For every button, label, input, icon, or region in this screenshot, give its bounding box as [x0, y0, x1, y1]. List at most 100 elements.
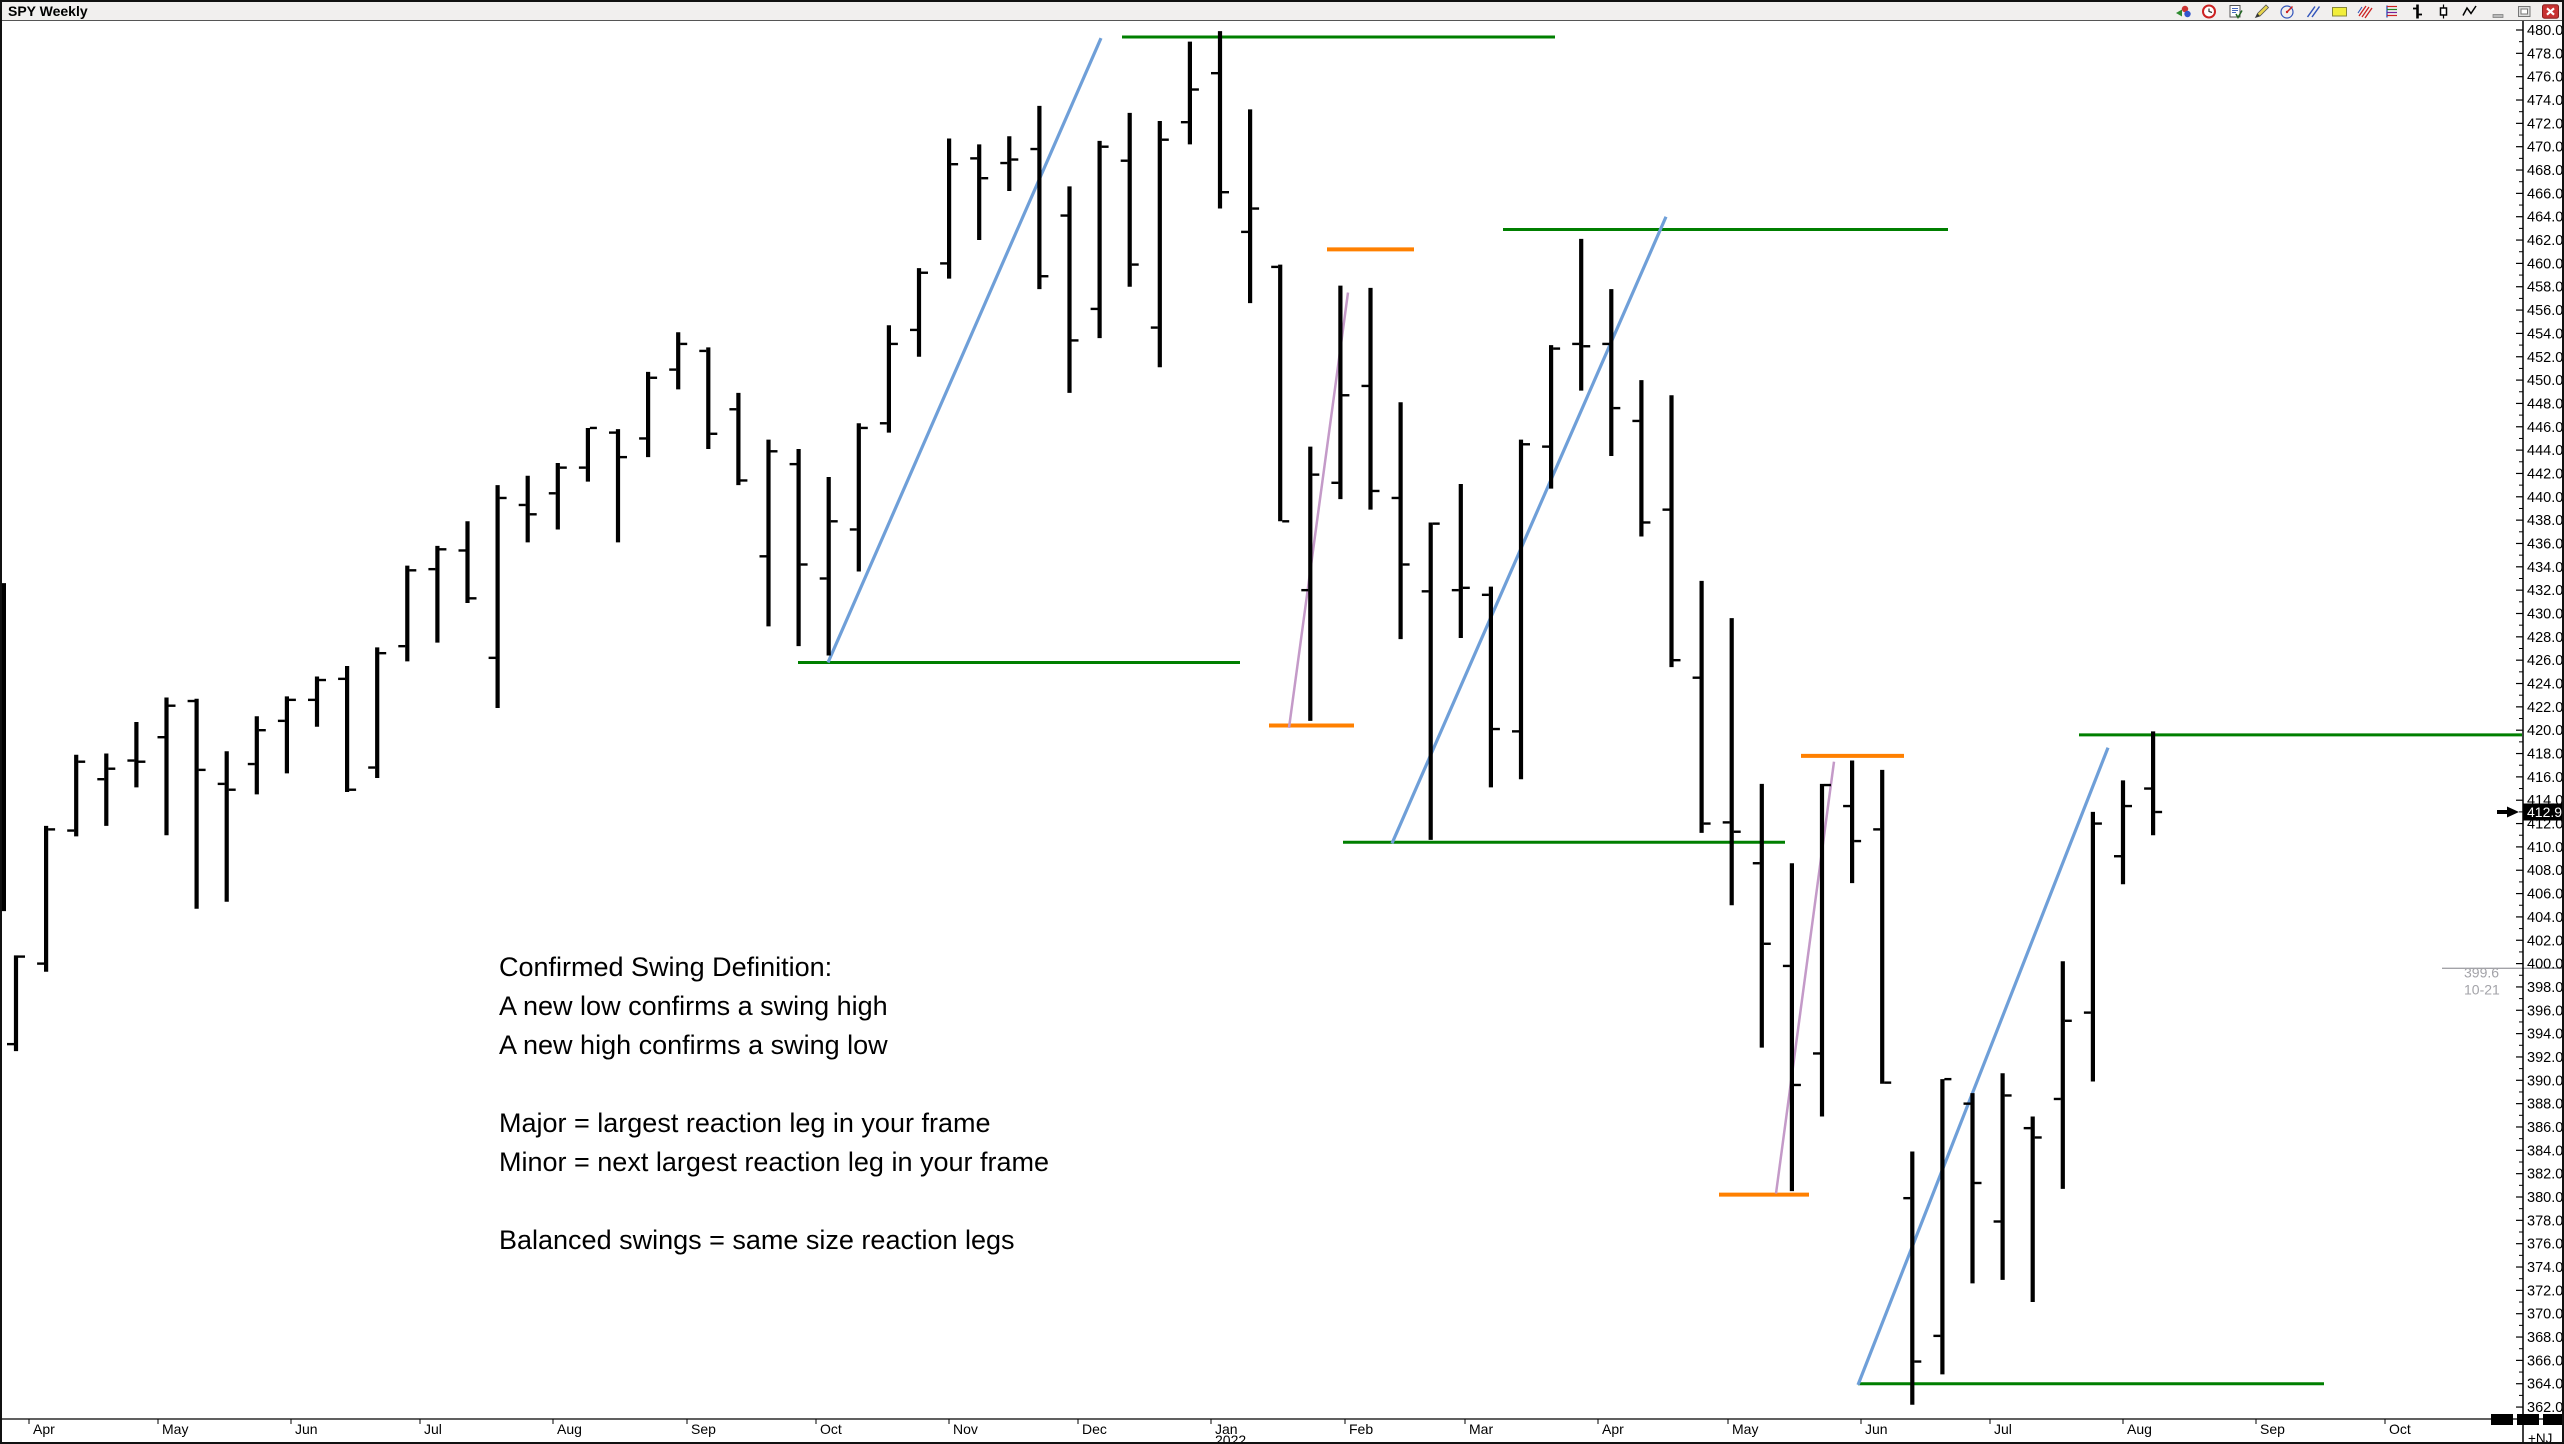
ohlc-bar	[1120, 112, 1139, 287]
parallel-lines-icon[interactable]	[2305, 4, 2322, 19]
svg-text:462.00: 462.00	[2527, 233, 2564, 249]
svg-text:392.00: 392.00	[2527, 1050, 2564, 1066]
blue-trendline[interactable]	[826, 37, 1103, 664]
svg-text:402.00: 402.00	[2527, 933, 2564, 949]
svg-text:476.00: 476.00	[2527, 70, 2564, 86]
last-price-marker: 412.99	[2497, 803, 2562, 821]
hatch-lines-icon[interactable]	[2357, 4, 2374, 19]
ohlc-bar	[1060, 186, 1079, 393]
close-icon[interactable]	[2542, 3, 2559, 19]
clock-icon[interactable]	[2201, 4, 2218, 19]
title-bar[interactable]: SPY Weekly	[2, 2, 2562, 21]
svg-text:412.00: 412.00	[2527, 817, 2564, 833]
chart-title: SPY Weekly	[8, 3, 88, 19]
svg-text:398.00: 398.00	[2527, 980, 2564, 996]
svg-text:384.00: 384.00	[2527, 1143, 2564, 1159]
connect-icon[interactable]	[2175, 4, 2192, 19]
ohlc-bar	[819, 476, 838, 656]
svg-text:426.00: 426.00	[2527, 653, 2564, 669]
svg-text:390.00: 390.00	[2527, 1073, 2564, 1089]
ohlc-bar	[669, 332, 688, 390]
ohlc-bar	[1662, 395, 1681, 668]
svg-text:416.00: 416.00	[2527, 770, 2564, 786]
svg-text:364.00: 364.00	[2527, 1377, 2564, 1393]
ohlc-bar	[1512, 439, 1530, 780]
blue-trendlines[interactable]	[826, 37, 2110, 1386]
svg-text:474.00: 474.00	[2527, 93, 2564, 109]
ohlc-bar	[1813, 783, 1831, 1117]
svg-text:368.00: 368.00	[2527, 1330, 2564, 1346]
svg-text:480.00: 480.00	[2527, 23, 2564, 39]
month-label: Aug	[557, 1421, 582, 1437]
purple-trendline[interactable]	[1774, 761, 1836, 1194]
ohlc-bar	[247, 716, 266, 795]
month-label: Jul	[424, 1421, 442, 1437]
corner-button[interactable]	[2491, 1414, 2513, 1425]
purple-trendline[interactable]	[1287, 292, 1350, 729]
month-label: Sep	[2260, 1421, 2285, 1437]
svg-text:454.00: 454.00	[2527, 326, 2564, 342]
ohlc-bar	[2023, 1116, 2042, 1303]
ohlc-bar	[1933, 1077, 1952, 1375]
ohlc-bar	[1963, 1093, 1982, 1284]
ohlc-bar	[458, 521, 477, 603]
bottom-right-label: +NJ	[2528, 1431, 2552, 1444]
ohlc-bar	[729, 392, 748, 486]
ohlc-bar	[1722, 618, 1741, 906]
compass-icon[interactable]	[2279, 4, 2296, 19]
ohlc-bar	[2114, 780, 2132, 885]
ohlc-bar	[849, 423, 868, 572]
pencil-icon[interactable]	[2253, 3, 2270, 19]
zigzag-icon[interactable]	[2461, 4, 2478, 19]
bottom-right-controls[interactable]: +NJ	[2491, 1414, 2564, 1444]
blue-trendline[interactable]	[1390, 216, 1668, 845]
month-label: Aug	[2127, 1421, 2152, 1437]
svg-text:400.00: 400.00	[2527, 957, 2564, 973]
svg-text:466.00: 466.00	[2527, 186, 2564, 202]
svg-text:452.00: 452.00	[2527, 350, 2564, 366]
corner-button[interactable]	[2543, 1414, 2564, 1425]
ohlc-bar	[1481, 586, 1500, 788]
ohlc-bar	[67, 754, 86, 837]
ohlc-bar	[187, 698, 206, 909]
toolbar	[2175, 2, 2559, 20]
ohlc-bar	[157, 697, 176, 836]
month-label: Apr	[1602, 1421, 1624, 1437]
minimize-icon[interactable]	[2490, 4, 2507, 19]
svg-text:406.00: 406.00	[2527, 887, 2564, 903]
month-label: May	[1732, 1421, 1758, 1437]
rectangle-icon[interactable]	[2331, 4, 2348, 19]
notes-icon[interactable]	[2227, 4, 2244, 19]
ohlc-bar	[578, 426, 597, 482]
svg-text:424.00: 424.00	[2527, 677, 2564, 693]
corner-button[interactable]	[2517, 1414, 2539, 1425]
ohlc-bar	[1602, 289, 1621, 456]
svg-text:420.00: 420.00	[2527, 723, 2564, 739]
bar-chart-icon[interactable]	[2409, 4, 2426, 19]
ohlc-bar	[1421, 522, 1440, 840]
svg-text:450.00: 450.00	[2527, 373, 2564, 389]
svg-text:410.00: 410.00	[2527, 840, 2564, 856]
orange-swing-lines[interactable]	[1269, 247, 1904, 1197]
restore-icon[interactable]	[2516, 4, 2533, 19]
candlestick-icon[interactable]	[2435, 4, 2452, 19]
price-axis[interactable]: 480.00 478.00 476.00 474.00 472.00 470.00 468.…	[2516, 21, 2564, 1444]
svg-text:432.00: 432.00	[2527, 583, 2564, 599]
ohlc-bar	[759, 439, 778, 627]
svg-text:374.00: 374.00	[2527, 1260, 2564, 1276]
ohlc-bar	[217, 751, 236, 902]
ohlc-bar	[1782, 863, 1801, 1192]
purple-trendlines[interactable]	[1287, 292, 1836, 1194]
ohlc-bar	[609, 429, 627, 543]
month-label: Oct	[2389, 1421, 2411, 1437]
svg-text:460.00: 460.00	[2527, 256, 2564, 272]
svg-text:470.00: 470.00	[2527, 140, 2564, 156]
fib-levels-icon[interactable]	[2383, 4, 2400, 19]
blue-trendline[interactable]	[1856, 747, 2110, 1386]
svg-text:444.00: 444.00	[2527, 443, 2564, 459]
svg-text:376.00: 376.00	[2527, 1237, 2564, 1253]
svg-text:446.00: 446.00	[2527, 420, 2564, 436]
ohlc-bar	[1030, 105, 1049, 290]
